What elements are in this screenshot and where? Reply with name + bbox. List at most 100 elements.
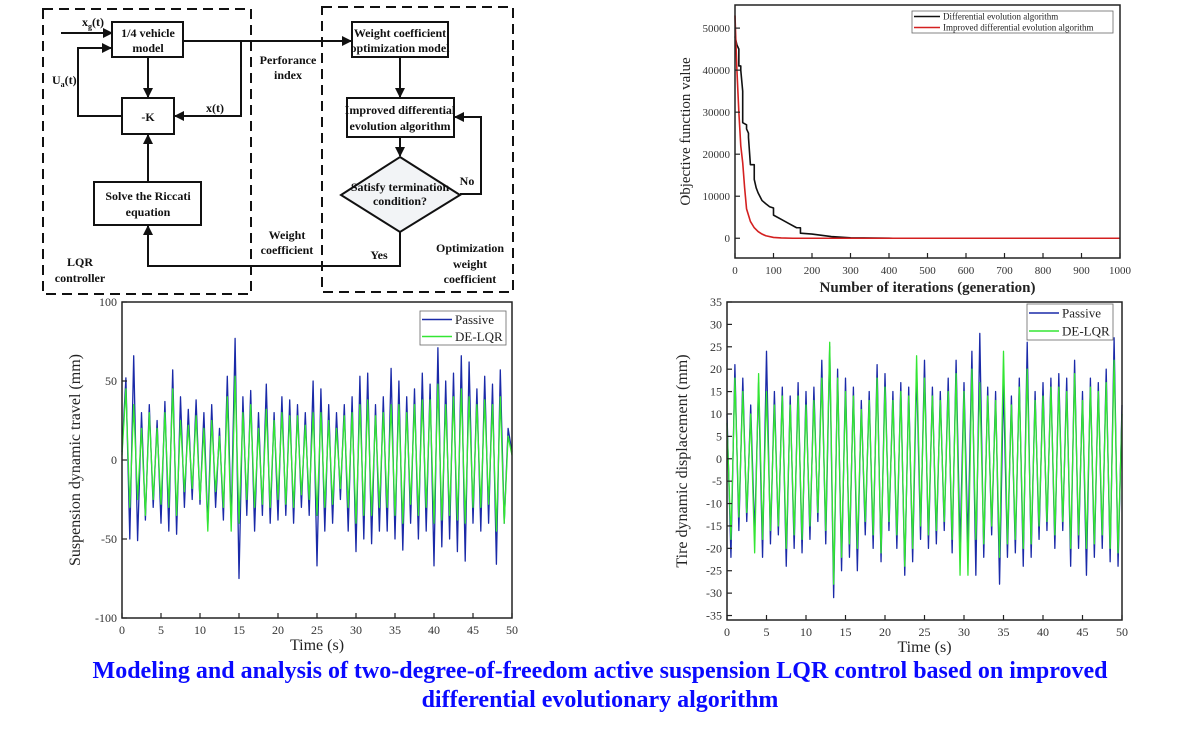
x-tick-label: 0 [732,265,738,277]
charts: 0 100 200 300 400 500 600 700 800 900 100001000020… [67,4,1132,656]
x-tick-label: 10 [194,623,206,637]
x-tick-label: 30 [958,625,970,639]
optimization-group [321,6,514,293]
x-tick-label: 5 [764,625,770,639]
improved-de-label: evolution algorithm [350,119,451,133]
weight-coefficient-label: coefficient [261,243,314,257]
x-axis-label: Number of iterations (generation) [820,280,1036,296]
lqr-controller-group [42,8,252,295]
y-tick-label: -30 [706,586,722,600]
legend: Passive DE-LQR [1026,303,1114,341]
x-tick-label: 20 [879,625,891,639]
gain-label: -K [141,110,155,124]
state-label: x(t) [206,101,224,115]
x-tick-label: 45 [467,623,479,637]
vehicle-model-label: 1/4 vehicle [121,26,175,40]
legend-label: Passive [455,312,494,327]
legend-label: Improved differential evolution algorith… [943,23,1094,33]
y-tick-label: 5 [716,429,722,443]
x-tick-label: 45 [1077,625,1089,639]
improved-de-box [346,97,455,138]
lqr-controller-label: controller [55,271,106,285]
legend: Passive DE-LQR [419,310,507,346]
y-tick-label: -25 [706,564,722,578]
yes-label: Yes [370,248,388,262]
y-tick-label: 30 [710,317,722,331]
y-axis-label: Tire dynamic displacement (mm) [674,354,691,567]
x-tick-label: 800 [1035,265,1052,277]
decision-label: condition? [373,194,427,208]
state-feedback-arrow [174,41,242,121]
riccati-label: Solve the Riccati [105,189,191,203]
y-tick-label: 25 [710,340,722,354]
y-tick-label: -35 [706,609,722,623]
y-tick-label: -15 [706,519,722,533]
legend-box [419,310,507,346]
x-tick-label: 1000 [1109,265,1132,277]
x-tick-label: 300 [842,265,859,277]
suspension-travel-chart: 0 5 10 15 20 25 30 35 40 45 50 -100 -50 0 50 100 Time (s… [67,295,518,654]
legend-label: DE-LQR [1062,323,1110,338]
optimization-group-label: weight [453,257,487,271]
y-tick-label: 30000 [703,107,731,119]
x-tick-label: 700 [996,265,1013,277]
x-tick-label: 500 [919,265,936,277]
title-line: Modeling and analysis of two-degree-of-f… [92,658,1108,684]
tire-displacement-chart: 0 5 10 15 20 25 30 35 40 45 50-35-30-25-20-15-10-5… [674,295,1128,656]
x-tick-label: 15 [233,623,245,637]
y-tick-label: 0 [111,453,117,467]
x-tick-label: 5 [158,623,164,637]
lqr-block-diagram: xg(t) 1/4 vehicle model -K Ua(t) x(t) So… [42,6,514,295]
riccati-label: equation [126,205,171,219]
legend-box [911,10,1114,34]
plot-frame [734,4,1121,259]
optimization-group-label: coefficient [444,272,497,286]
passive-series [121,337,513,580]
x-tick-label: 400 [881,265,898,277]
x-tick-label: 0 [119,623,125,637]
passive-series [726,332,1123,599]
x-tick-label: 40 [428,623,440,637]
y-tick-label: -50 [101,532,117,546]
plot-frame [726,301,1123,621]
legend: Differential evolution algorithmImproved… [911,10,1114,34]
y-axis-label: Objective function value [678,57,694,206]
y-tick-label: -10 [706,497,722,511]
x-tick-label: 25 [919,625,931,639]
x-tick-label: 15 [840,625,852,639]
performance-index-label: index [274,68,302,82]
y-tick-label: 10000 [703,191,731,203]
optimization-model-label: optimization model [351,41,451,55]
page-title: Modeling and analysis of two-degree-of-f… [0,657,1200,715]
x-tick-label: 600 [958,265,975,277]
y-tick-label: -5 [712,474,722,488]
optimization-group-label: Optimization [436,241,504,255]
decision-label: Satisfy termination [351,180,450,194]
y-tick-label: 20 [710,362,722,376]
legend-box [1026,303,1114,341]
x-axis-label: Time (s) [290,637,344,654]
legend-label: Passive [1062,305,1101,320]
x-tick-label: 20 [272,623,284,637]
y-tick-label: 100 [99,295,117,309]
x-tick-label: 40 [1037,625,1049,639]
x-tick-label: 900 [1073,265,1090,277]
y-tick-label: 20000 [703,149,731,161]
improved-de-series [734,15,1120,240]
y-tick-label: 35 [710,295,722,309]
x-tick-label: 100 [765,265,782,277]
x-tick-label: 50 [1116,625,1128,639]
x-tick-label: 0 [724,625,730,639]
plot-frame [121,301,513,619]
y-tick-label: 15 [710,385,722,399]
control-feedback-arrow [77,43,122,117]
y-tick-label: 0 [716,452,722,466]
improved-de-label: Improved differential [345,103,456,117]
x-axis-label: Time (s) [897,639,951,656]
y-tick-label: 50 [105,374,117,388]
de-series [734,36,893,240]
weight-coefficient-label: Weight [269,228,306,242]
y-tick-label: 50000 [703,23,731,35]
vehicle-model-box [111,21,184,58]
